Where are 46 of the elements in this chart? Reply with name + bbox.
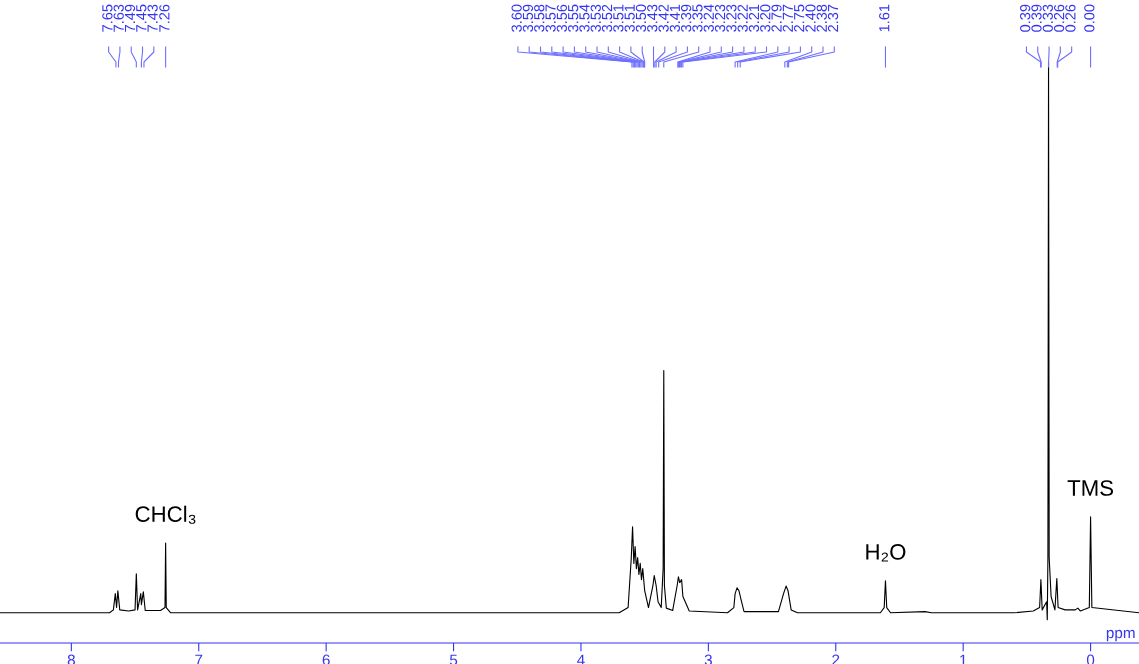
annotation: 3.43 (647, 4, 658, 32)
x-axis-title: ppm (1106, 629, 1135, 642)
annotation: 0.26 (1053, 4, 1065, 32)
annotation: CHCl₃ (135, 505, 196, 524)
annotation: 1.61 (879, 4, 890, 32)
annotation: 2.37 (827, 4, 839, 32)
annotation: 2.40 (805, 4, 816, 32)
annotation: H₂O (866, 544, 906, 562)
annotation: TMS (1067, 480, 1114, 496)
annotation: 7.45 (136, 4, 147, 32)
annotation: 2.79 (771, 4, 782, 32)
annotation: 3.24 (703, 4, 714, 32)
annotation: 0.39 (1020, 4, 1031, 32)
annotation: 3.39 (680, 4, 692, 32)
annotation: 0.26 (1065, 4, 1076, 32)
annotation: 3.51 (613, 4, 624, 32)
annotation: 3.41 (669, 4, 681, 32)
annotation: 0.00 (1084, 4, 1095, 32)
annotation: 2.38 (816, 4, 827, 32)
annotation: 3.58 (534, 4, 545, 32)
annotation: 0.33 (1042, 4, 1053, 32)
annotation: 3.51 (624, 4, 635, 32)
annotation: 3.21 (748, 4, 760, 32)
annotation: 0.39 (1031, 4, 1042, 32)
annotation: 3.23 (726, 4, 737, 32)
annotation: 3.50 (635, 4, 647, 32)
annotation: 3.60 (511, 4, 522, 32)
annotation: 7.63 (113, 4, 124, 32)
annotation: 3.54 (579, 4, 590, 32)
annotation: 3.55 (567, 4, 579, 32)
annotation: 7.26 (159, 4, 170, 32)
annotation: 2.77 (782, 4, 793, 32)
annotation: 3.35 (692, 4, 703, 32)
annotation: 3.57 (545, 4, 556, 32)
annotation: 3.52 (601, 4, 613, 32)
annotation: 3.20 (760, 4, 771, 32)
annotation: 7.65 (102, 4, 113, 32)
annotation: 3.42 (658, 4, 669, 32)
annotation: 7.49 (124, 4, 136, 32)
annotation: 7.43 (147, 4, 158, 32)
annotation: 3.53 (590, 4, 601, 32)
annotation: 2.75 (793, 4, 805, 32)
annotation: 3.59 (522, 4, 534, 32)
annotation: 3.22 (737, 4, 748, 32)
annotation: 3.56 (556, 4, 568, 32)
annotation: 3.23 (714, 4, 726, 32)
